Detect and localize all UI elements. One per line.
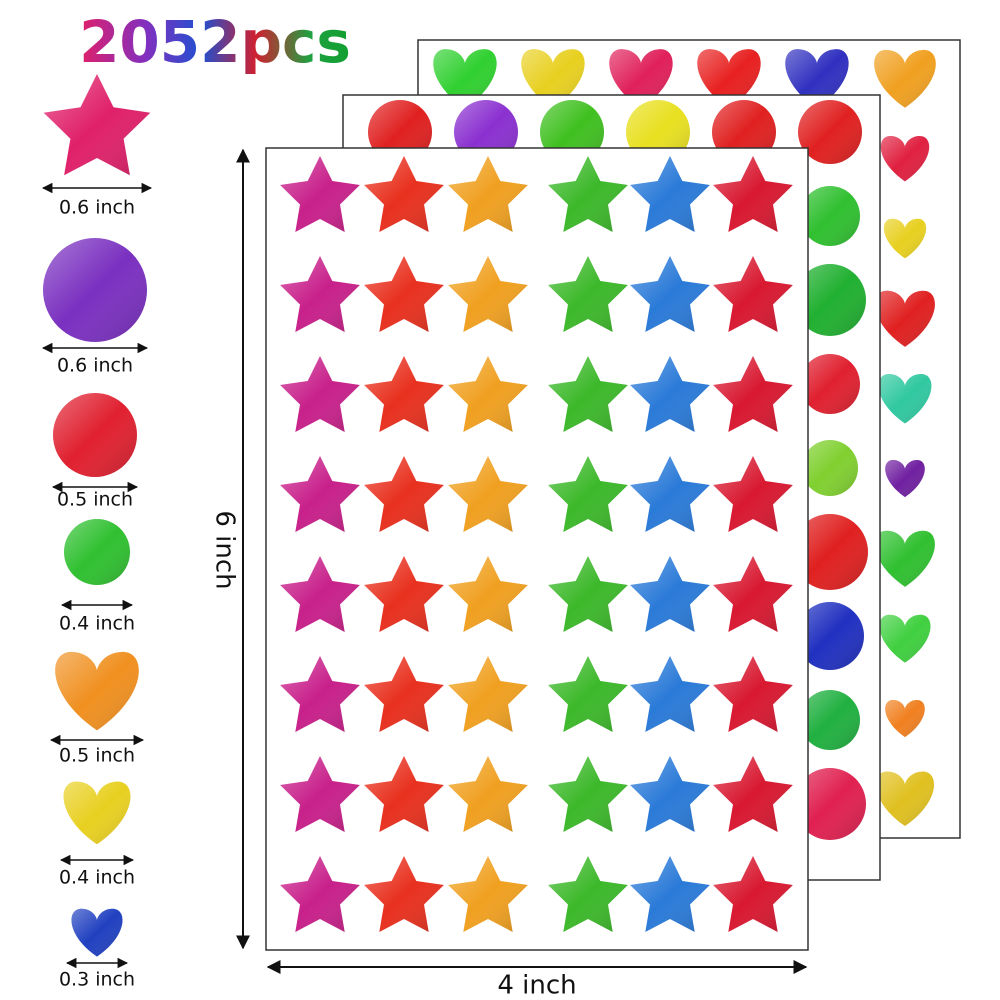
- star-shine: [448, 356, 528, 432]
- heart-shine: [521, 49, 585, 109]
- width-label: 4 inch: [497, 971, 576, 1000]
- star-shine: [448, 156, 528, 232]
- heart-shine: [883, 218, 927, 259]
- star-shine: [630, 556, 710, 632]
- circle-shine: [794, 264, 866, 336]
- star-shine: [713, 456, 793, 532]
- star-shine: [364, 356, 444, 432]
- star-shine: [548, 856, 628, 932]
- star-shine: [364, 656, 444, 732]
- heart-shine: [875, 290, 935, 347]
- star-shine: [630, 456, 710, 532]
- sticker-sheets: [265, 39, 961, 951]
- star-shine: [713, 756, 793, 832]
- heart-shine: [880, 135, 930, 182]
- star-shine: [630, 856, 710, 932]
- star-shine: [630, 156, 710, 232]
- star-shine: [280, 656, 360, 732]
- star-shine: [630, 356, 710, 432]
- star-shine: [280, 556, 360, 632]
- heart-shine: [885, 699, 925, 738]
- heart-shine: [878, 373, 932, 424]
- heart-shine: [55, 651, 139, 731]
- star-shine: [364, 556, 444, 632]
- star-shine: [364, 156, 444, 232]
- star-shine: [448, 856, 528, 932]
- star-shine: [280, 156, 360, 232]
- star-shine: [364, 856, 444, 932]
- circle-shine: [53, 393, 137, 477]
- star-shine: [630, 756, 710, 832]
- star-shine: [448, 256, 528, 332]
- size-label: 0.6 inch: [59, 197, 135, 219]
- star-shine: [280, 856, 360, 932]
- circle-shine: [798, 100, 862, 164]
- circle-shine: [796, 602, 864, 670]
- circle-shine: [800, 186, 860, 246]
- heart-shine: [875, 530, 935, 587]
- circle-shine: [43, 238, 147, 342]
- star-shine: [713, 556, 793, 632]
- star-shine: [630, 256, 710, 332]
- heart-shine: [785, 49, 849, 109]
- star-shine: [548, 456, 628, 532]
- star-shine: [448, 456, 528, 532]
- star-shine: [548, 356, 628, 432]
- size-label: 0.5 inch: [59, 745, 135, 767]
- size-label: 0.4 inch: [59, 613, 135, 635]
- heart-shine: [875, 771, 935, 827]
- circle-shine: [794, 768, 866, 840]
- star-shine: [713, 656, 793, 732]
- heart-shine: [63, 781, 131, 845]
- heart-shine: [697, 49, 761, 109]
- size-samples: 0.6 inch 0.6 inch 0.5 inch 0.4 inch 0.5 inch…: [41, 74, 153, 991]
- star-shine: [630, 656, 710, 732]
- heart-shine: [885, 459, 925, 498]
- circle-shine: [800, 354, 860, 414]
- heart-shine: [874, 49, 936, 108]
- star-shine: [713, 856, 793, 932]
- heart-shine: [879, 614, 931, 663]
- star-shine: [713, 156, 793, 232]
- star-shine: [548, 556, 628, 632]
- star-shine: [280, 256, 360, 332]
- title: 2052pcs: [79, 8, 351, 76]
- size-label: 0.5 inch: [57, 489, 133, 511]
- star-shine: [448, 556, 528, 632]
- height-label: 6 inch: [210, 510, 240, 589]
- star-shine: [364, 456, 444, 532]
- size-label: 0.4 inch: [59, 867, 135, 889]
- star-shine: [280, 356, 360, 432]
- size-label: 0.3 inch: [59, 969, 135, 991]
- heart-shine: [609, 49, 673, 109]
- heart-shine: [71, 908, 123, 957]
- star-shine: [43, 74, 151, 176]
- star-shine: [448, 656, 528, 732]
- circle-shine: [800, 690, 860, 750]
- star-shine: [713, 256, 793, 332]
- star-shine: [713, 356, 793, 432]
- star-shine: [364, 756, 444, 832]
- star-shine: [548, 156, 628, 232]
- heart-shine: [433, 49, 497, 109]
- star-shine: [280, 456, 360, 532]
- sheet: [265, 147, 809, 951]
- circle-shine: [802, 440, 858, 496]
- star-shine: [548, 656, 628, 732]
- star-shine: [548, 756, 628, 832]
- size-label: 0.6 inch: [57, 355, 133, 377]
- circle-shine: [792, 514, 868, 590]
- star-shine: [364, 256, 444, 332]
- circle-shine: [64, 519, 130, 585]
- star-shine: [548, 256, 628, 332]
- star-shine: [280, 756, 360, 832]
- star-shine: [448, 756, 528, 832]
